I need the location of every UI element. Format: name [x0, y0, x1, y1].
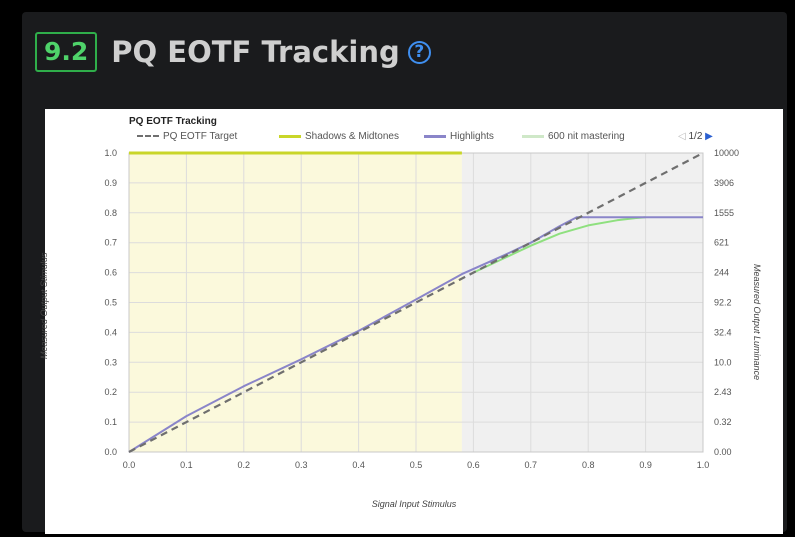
legend-swatch-600-nit: [522, 134, 544, 138]
y-right-tick-label: 244: [714, 268, 729, 278]
x-tick-label: 0.4: [352, 460, 365, 470]
y-tick-label: 0.5: [104, 298, 117, 308]
y-right-tick-label: 3906: [714, 178, 734, 188]
y-tick-label: 0.9: [104, 178, 117, 188]
x-tick-label: 1.0: [697, 460, 710, 470]
y-tick-label: 0.0: [104, 447, 117, 457]
y-tick-label: 1.0: [104, 148, 117, 158]
x-tick-label: 0.7: [525, 460, 538, 470]
legend-item-highlights[interactable]: Highlights: [424, 131, 494, 142]
x-axis-title: Signal Input Stimulus: [371, 499, 457, 509]
x-tick-label: 0.0: [123, 460, 136, 470]
x-tick-label: 0.2: [238, 460, 251, 470]
y-right-tick-label: 10000: [714, 148, 739, 158]
x-tick-label: 0.8: [582, 460, 595, 470]
section-title: PQ EOTF Tracking: [111, 35, 400, 69]
legend-swatch-shadows: [279, 134, 301, 138]
legend-label-shadows: Shadows & Midtones: [305, 131, 399, 142]
y-right-tick-label: 0.32: [714, 417, 732, 427]
legend-item-shadows-midtones[interactable]: Shadows & Midtones: [279, 131, 399, 142]
triangle-right-icon[interactable]: ▶: [705, 131, 713, 142]
legend-swatch-target: [137, 135, 159, 138]
x-tick-label: 0.3: [295, 460, 308, 470]
legend-label-target: PQ EOTF Target: [163, 131, 238, 142]
chart-card: 0.0 0.1 0.2 0.3 0.4 0.5 0.6 0.7 0.8 0.9 1.0 0.0 0.1 0…: [39, 109, 783, 534]
y-right-tick-label: 32.4: [714, 327, 732, 337]
series-line-600-nit: [472, 216, 646, 274]
y-tick-label: 0.2: [104, 387, 117, 397]
legend-swatch-highlights: [424, 134, 446, 138]
y-right-tick-label: 92.2: [714, 298, 732, 308]
results-panel: 9.2 PQ EOTF Tracking ? 0.0 0.1 0.2 0.3 0.4 0.…: [22, 12, 787, 534]
y-tick-label: 0.3: [104, 357, 117, 367]
legend-item-target[interactable]: PQ EOTF Target: [137, 131, 237, 142]
y-right-tick-label: 1555: [714, 208, 734, 218]
y-axis-title-right: Measured Output Luminance: [752, 264, 762, 381]
legend-pager: ◁ 1/2 ▶: [678, 131, 713, 142]
y-right-tick-label: 10.0: [714, 357, 732, 367]
x-tick-label: 0.6: [467, 460, 480, 470]
legend-label-highlights: Highlights: [450, 131, 494, 142]
section-header: 9.2 PQ EOTF Tracking ?: [35, 28, 431, 76]
x-tick-label: 0.1: [180, 460, 193, 470]
chart-title: PQ EOTF Tracking: [129, 116, 217, 127]
section-number-badge: 9.2: [35, 32, 98, 72]
y-tick-label: 0.7: [104, 238, 117, 248]
pager-label: 1/2: [688, 131, 703, 142]
y-right-tick-label: 2.43: [714, 387, 732, 397]
triangle-left-icon[interactable]: ◁: [678, 131, 686, 142]
y-tick-label: 0.4: [104, 327, 117, 337]
y-axis-title-left: Measured Output Stimulus: [39, 252, 49, 359]
y-right-tick-label: 0.00: [714, 447, 732, 457]
y-tick-label: 0.1: [104, 417, 117, 427]
eotf-chart: 0.0 0.1 0.2 0.3 0.4 0.5 0.6 0.7 0.8 0.9 1.0 0.0 0.1 0…: [104, 148, 739, 470]
x-tick-label: 0.5: [410, 460, 423, 470]
legend-label-600-nit: 600 nit mastering: [548, 131, 625, 142]
legend-item-600-nit[interactable]: 600 nit mastering: [522, 131, 625, 142]
y-right-tick-label: 621: [714, 238, 729, 248]
y-tick-label: 0.8: [104, 208, 117, 218]
question-circle-icon[interactable]: ?: [407, 40, 431, 64]
y-tick-label: 0.6: [104, 268, 117, 278]
series-line-highlights: [128, 216, 703, 453]
x-tick-label: 0.9: [639, 460, 652, 470]
